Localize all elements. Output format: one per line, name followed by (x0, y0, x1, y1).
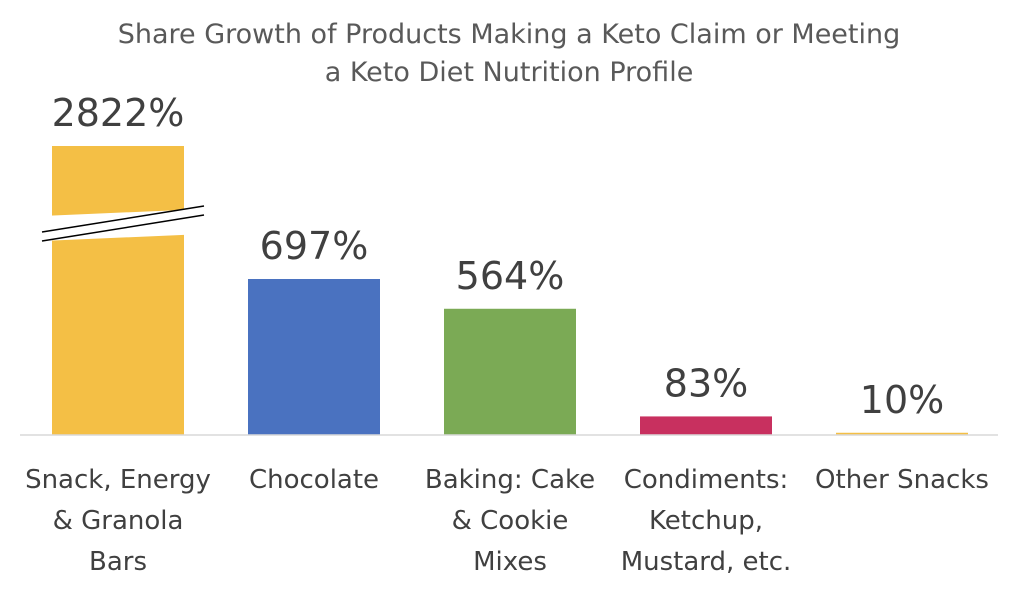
data-label-2: 564% (456, 254, 565, 298)
bar-0 (52, 146, 184, 435)
bar-4 (836, 432, 968, 435)
bar-1 (248, 279, 380, 435)
category-label-2-line-0: Baking: Cake (425, 465, 595, 495)
axis-break-line-1 (41, 205, 205, 233)
category-label-4-line-0: Other Snacks (815, 465, 989, 495)
category-label-3-line-0: Condiments: (624, 465, 789, 495)
category-label-2-line-1: & Cookie (452, 506, 569, 536)
data-label-0: 2822% (52, 91, 185, 135)
data-label-4: 10% (860, 378, 944, 422)
data-label-3: 83% (664, 361, 748, 405)
bar-2 (444, 308, 576, 435)
axis-break-line-2 (41, 214, 205, 242)
chart-title-line-2: a Keto Diet Nutrition Profile (325, 57, 694, 88)
category-label-0-line-0: Snack, Energy (25, 465, 211, 495)
data-labels-group: 2822% 697% 564% 83% 10% (52, 91, 945, 422)
chart-title: Share Growth of Products Making a Keto C… (118, 19, 901, 88)
bars-group (41, 146, 968, 435)
category-label-1-line-0: Chocolate (249, 465, 379, 495)
category-label-2-line-2: Mixes (473, 547, 547, 577)
category-label-0-line-2: Bars (89, 547, 147, 577)
category-label-0-line-1: & Granola (53, 506, 184, 536)
category-labels-group: Snack, Energy & Granola Bars Chocolate Bakin… (25, 465, 989, 577)
chart-title-line-1: Share Growth of Products Making a Keto C… (118, 19, 901, 50)
category-label-3-line-1: Ketchup, (649, 506, 763, 536)
data-label-1: 697% (260, 224, 369, 268)
category-label-3-line-2: Mustard, etc. (621, 547, 792, 577)
bar-3 (640, 416, 772, 435)
axis-break-gap (42, 209, 204, 241)
